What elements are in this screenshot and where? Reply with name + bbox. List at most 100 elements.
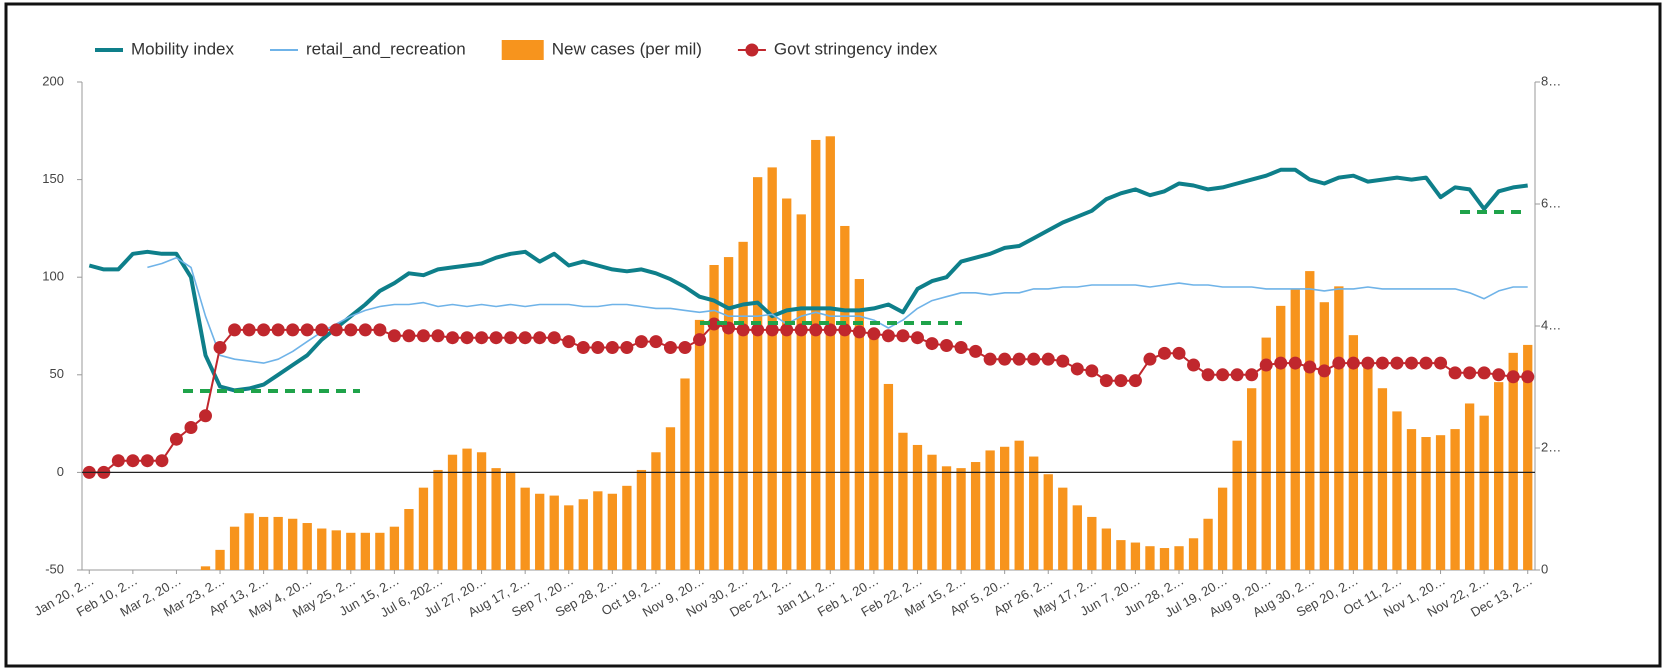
- marker: [358, 323, 372, 337]
- bar: [229, 526, 240, 570]
- bar: [288, 518, 298, 570]
- marker: [1375, 356, 1389, 370]
- marker: [1012, 352, 1026, 366]
- bar: [1421, 437, 1431, 570]
- bar: [970, 462, 981, 570]
- marker: [1114, 374, 1128, 388]
- marker: [1070, 362, 1084, 376]
- marker: [1346, 356, 1360, 370]
- marker: [678, 340, 692, 354]
- bar: [418, 487, 429, 570]
- bar: [1000, 446, 1010, 570]
- marker: [780, 323, 794, 337]
- marker: [1274, 356, 1288, 370]
- marker: [1404, 356, 1418, 370]
- bar: [665, 427, 676, 570]
- bar: [1334, 286, 1344, 570]
- y2-tick-label: 4…: [1541, 317, 1561, 332]
- bar: [840, 225, 850, 570]
- marker: [896, 329, 910, 343]
- marker: [126, 454, 140, 468]
- bar: [694, 319, 705, 570]
- bar: [302, 523, 312, 570]
- marker: [998, 352, 1012, 366]
- bar: [1203, 518, 1213, 570]
- marker: [329, 323, 343, 337]
- bar: [1508, 352, 1518, 570]
- marker: [1506, 370, 1520, 384]
- marker: [460, 331, 474, 345]
- marker: [736, 323, 750, 337]
- bar: [549, 495, 559, 570]
- marker: [809, 323, 823, 337]
- bar: [1058, 487, 1068, 570]
- bar: [607, 493, 617, 570]
- bar: [535, 493, 545, 570]
- marker: [416, 329, 430, 343]
- bar: [520, 487, 530, 570]
- bar: [447, 454, 458, 570]
- marker: [1245, 368, 1259, 382]
- marker: [1201, 368, 1215, 382]
- marker: [1172, 346, 1186, 360]
- marker: [852, 325, 866, 339]
- bar: [651, 452, 661, 570]
- bar: [912, 444, 923, 570]
- marker: [940, 339, 954, 353]
- bar: [1348, 335, 1359, 570]
- bar: [578, 499, 588, 570]
- bar: [1377, 388, 1388, 570]
- bar: [622, 485, 632, 570]
- bar: [709, 265, 719, 570]
- marker: [1288, 356, 1302, 370]
- bar: [1174, 546, 1184, 570]
- marker: [751, 323, 765, 337]
- marker: [518, 331, 532, 345]
- bar: [1232, 440, 1242, 570]
- bar: [869, 335, 879, 570]
- bar: [738, 241, 748, 570]
- marker: [765, 323, 779, 337]
- y-tick-label: 150: [42, 171, 64, 186]
- marker: [1187, 358, 1201, 372]
- bar: [331, 530, 341, 570]
- marker: [867, 327, 881, 341]
- marker: [533, 331, 547, 345]
- marker: [954, 340, 968, 354]
- bar: [273, 516, 283, 570]
- marker: [1157, 346, 1171, 360]
- y-tick-label: -50: [45, 561, 64, 576]
- marker: [213, 340, 227, 354]
- bar: [767, 167, 777, 570]
- marker: [1317, 364, 1331, 378]
- bar: [636, 469, 647, 570]
- y-tick-label: 200: [42, 73, 64, 88]
- bar: [1029, 456, 1039, 570]
- marker: [1099, 374, 1113, 388]
- bar: [1072, 505, 1082, 570]
- marker: [547, 331, 561, 345]
- marker: [910, 331, 924, 345]
- bar: [752, 177, 763, 570]
- marker: [693, 333, 707, 347]
- line: [89, 323, 1528, 474]
- bar: [1363, 364, 1373, 570]
- bar: [1043, 474, 1053, 570]
- bar: [1101, 528, 1112, 570]
- bar: [404, 509, 414, 570]
- bar: [796, 214, 806, 570]
- bar: [1014, 440, 1024, 570]
- bar: [1392, 411, 1402, 570]
- bar: [927, 454, 937, 570]
- marker: [228, 323, 242, 337]
- bar: [1464, 403, 1475, 570]
- marker: [199, 409, 213, 423]
- bar: [505, 471, 516, 570]
- marker: [242, 323, 256, 337]
- marker: [184, 421, 198, 435]
- marker: [489, 331, 503, 345]
- bar: [1290, 288, 1300, 570]
- bar: [215, 549, 225, 570]
- bar: [811, 139, 821, 570]
